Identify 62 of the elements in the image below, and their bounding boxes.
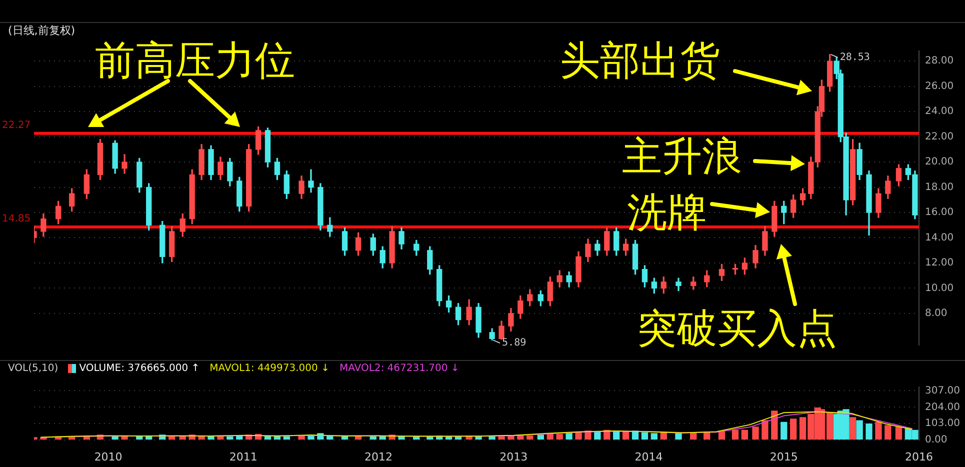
y-tick-label: 26.00 xyxy=(925,80,954,92)
bar xyxy=(866,423,872,440)
bar xyxy=(650,433,658,440)
bar xyxy=(856,420,863,440)
annotation: 突破买入点 xyxy=(636,305,838,353)
annotation: 5.89 xyxy=(502,338,526,349)
text: MAVOL2: 467231.700 ↓ xyxy=(339,362,460,374)
bar xyxy=(732,430,739,440)
y-tick-label: 307.00 xyxy=(925,385,960,396)
annotation: 主升浪 xyxy=(621,133,743,181)
bar xyxy=(741,430,748,440)
bar xyxy=(556,434,563,440)
bar xyxy=(594,431,601,440)
annotation: 洗牌 xyxy=(626,189,708,237)
y-tick-label: 204.00 xyxy=(925,402,960,413)
annotation: 头部出货 xyxy=(559,37,721,85)
x-tick-label: 2012 xyxy=(364,450,393,464)
y-tick-label: 28.00 xyxy=(925,56,954,67)
bar xyxy=(771,410,778,440)
x-tick-label: 2013 xyxy=(500,450,528,464)
bar xyxy=(875,422,882,440)
bar xyxy=(475,436,482,440)
x-tick-label: 2010 xyxy=(94,450,122,464)
chart-title: VOL(5,10) xyxy=(8,362,58,374)
ref-line-label: 14.85 xyxy=(2,214,31,225)
bar xyxy=(790,418,797,440)
bar xyxy=(895,426,902,440)
text: MAVOL1: 449973.000 ↓ xyxy=(210,362,330,374)
legend-label: VOLUME: 376665.000 ↑ xyxy=(78,362,200,374)
chart-title: (日线,前复权) xyxy=(7,23,76,39)
x-tick-label: 2016 xyxy=(905,450,933,464)
bar xyxy=(208,436,214,440)
annotation: 28.53 xyxy=(840,52,870,63)
y-tick-label: 18.00 xyxy=(925,182,954,193)
x-tick-label: 2014 xyxy=(634,450,663,464)
bar xyxy=(884,425,892,440)
x-tick-label: 2015 xyxy=(770,450,798,464)
y-tick-label: 8.00 xyxy=(925,308,948,320)
bar xyxy=(675,433,682,440)
y-tick-label: 24.00 xyxy=(925,106,954,118)
y-tick-label: 16.00 xyxy=(925,207,954,218)
bar xyxy=(762,420,768,440)
y-tick-label: 103.00 xyxy=(925,418,960,429)
y-tick-label: 20.00 xyxy=(925,156,954,168)
bar xyxy=(498,436,505,440)
y-tick-label: 12.00 xyxy=(925,258,954,269)
bar xyxy=(526,435,534,440)
bar xyxy=(849,417,856,440)
y-tick-label: 10.00 xyxy=(925,282,954,294)
ref-line-label: 22.27 xyxy=(2,120,31,131)
y-tick-label: 22.00 xyxy=(925,131,954,142)
bar xyxy=(121,436,128,440)
bar xyxy=(780,422,788,440)
bar xyxy=(217,436,224,440)
x-tick-label: 2011 xyxy=(229,450,258,464)
y-tick-label: 14.00 xyxy=(925,232,954,244)
y-tick-label: 0.00 xyxy=(925,434,948,446)
bar xyxy=(752,426,759,440)
bar xyxy=(641,432,648,440)
bar xyxy=(537,434,544,440)
bar xyxy=(622,431,630,440)
annotation: 前高压力位 xyxy=(94,37,296,85)
